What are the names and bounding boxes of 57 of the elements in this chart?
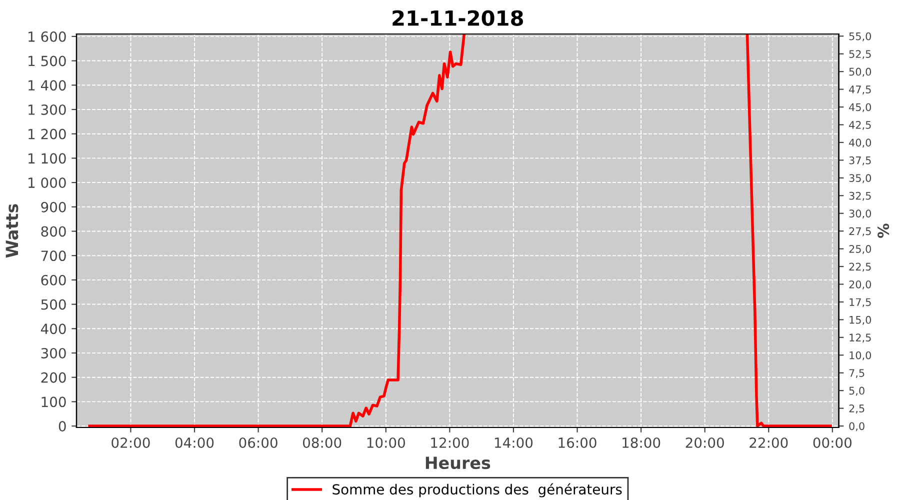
x-tick-label: 06:00 xyxy=(239,437,278,448)
y2-tick-label: 25,0 xyxy=(849,245,872,254)
y-tick-label: 100 xyxy=(42,396,66,408)
y2-tick-label: 7,5 xyxy=(849,369,864,378)
x-tick-label: 20:00 xyxy=(686,437,724,448)
x-tick-label: 12:00 xyxy=(431,437,469,448)
y-tick-label: 500 xyxy=(41,299,66,310)
y2-tick-label: 30,0 xyxy=(849,210,872,219)
x-tick-label: 18:00 xyxy=(622,437,660,448)
x-tick-label: 04:00 xyxy=(175,437,214,448)
y2-tick-label: 2,5 xyxy=(849,404,864,414)
y-tick-label: 800 xyxy=(41,226,66,237)
x-tick-label: 16:00 xyxy=(558,437,596,448)
y2-tick-label: 35,0 xyxy=(849,174,872,184)
y2-tick-label: 45,0 xyxy=(849,103,872,112)
y2-tick-label: 55,0 xyxy=(849,32,872,42)
y-tick-label: 1 000 xyxy=(28,178,66,188)
y-tick-label: 1 100 xyxy=(28,153,66,164)
x-tick-label: 22:00 xyxy=(750,437,788,448)
y-tick-label: 900 xyxy=(41,202,66,212)
y2-tick-label: 52,5 xyxy=(849,50,871,60)
y2-tick-label: 37,5 xyxy=(849,156,871,166)
y-axis-title: Watts xyxy=(6,204,18,258)
y2-axis-title: % xyxy=(878,224,890,238)
chart-title: 21-11-2018 xyxy=(392,10,523,26)
y2-tick-label: 50,0 xyxy=(849,68,872,77)
y2-tick-label: 5,0 xyxy=(849,386,864,396)
y-tick-label: 1 600 xyxy=(28,31,66,42)
y2-tick-label: 15,0 xyxy=(850,316,872,325)
y-tick-label: 1 300 xyxy=(28,104,66,115)
y2-tick-label: 32,5 xyxy=(849,192,871,201)
y-tick-label: 0 xyxy=(58,421,66,432)
y-tick-label: 200 xyxy=(41,372,66,383)
y-tick-label: 1 500 xyxy=(28,56,66,66)
y2-tick-label: 22,5 xyxy=(849,262,871,272)
x-axis-title: Heures xyxy=(426,456,490,470)
y-tick-label: 600 xyxy=(41,274,66,286)
x-tick-label: 02:00 xyxy=(112,437,150,448)
y-tick-label: 1 400 xyxy=(28,80,66,91)
y2-tick-label: 17,5 xyxy=(850,298,871,308)
y-tick-label: 700 xyxy=(41,250,66,262)
x-tick-label: 00:00 xyxy=(813,437,852,448)
x-tick-label: 10:00 xyxy=(367,437,405,448)
y2-tick-label: 47,5 xyxy=(849,86,871,94)
y-tick-label: 1 200 xyxy=(28,128,66,140)
x-tick-label: 08:00 xyxy=(302,437,342,448)
y2-tick-label: 20,0 xyxy=(849,280,872,290)
y2-tick-label: 0,0 xyxy=(849,422,864,432)
y2-tick-label: 10,0 xyxy=(850,351,872,360)
y2-tick-label: 42,5 xyxy=(849,120,871,130)
y-tick-label: 400 xyxy=(40,324,66,334)
y-tick-label: 300 xyxy=(41,348,66,358)
x-tick-label: 14:00 xyxy=(494,437,533,448)
y2-tick-label: 40,0 xyxy=(849,138,872,148)
y2-tick-label: 27,5 xyxy=(849,227,871,236)
legend-label: Somme des productions des générateurs xyxy=(332,483,622,498)
y2-tick-label: 12,5 xyxy=(850,334,871,343)
